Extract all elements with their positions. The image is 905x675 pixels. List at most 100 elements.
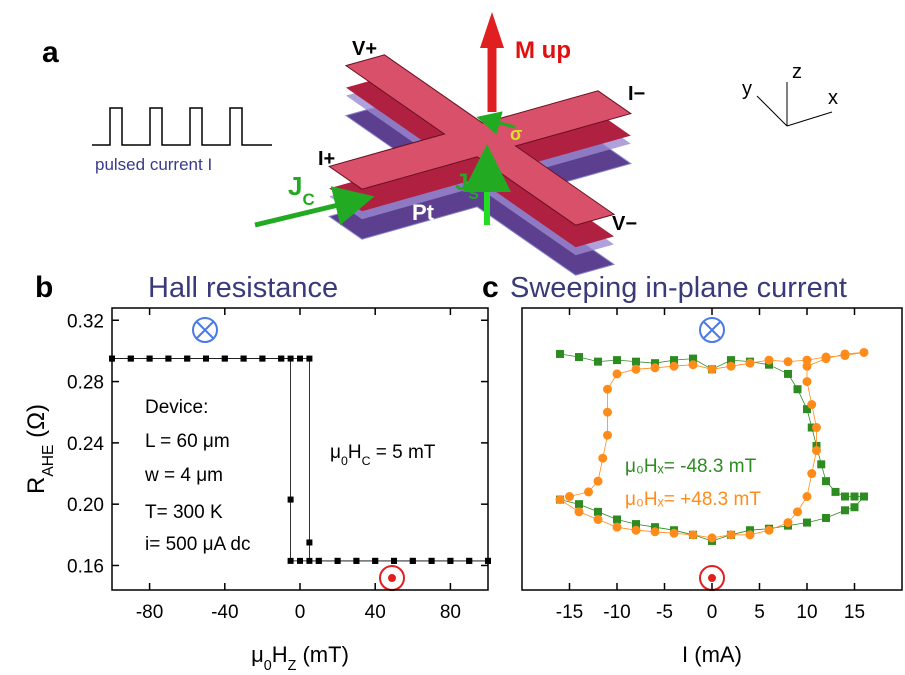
x-tick-label: 10	[796, 602, 817, 623]
marker	[288, 356, 294, 362]
panel-title: Hall resistance	[148, 272, 338, 304]
marker	[765, 356, 774, 365]
text-part: μ	[330, 442, 341, 463]
marker	[556, 495, 565, 504]
marker	[784, 357, 793, 366]
marker	[708, 533, 717, 542]
marker	[203, 356, 209, 362]
jc-label: JC	[288, 171, 315, 209]
marker	[822, 514, 830, 522]
marker	[372, 558, 378, 564]
panel-title: Sweeping in-plane current	[510, 272, 847, 304]
subscript: AHE	[40, 445, 57, 477]
annotation: w = 4 μm	[144, 465, 223, 486]
annotation: T= 300 K	[145, 502, 223, 523]
marker	[575, 353, 583, 361]
marker	[807, 400, 816, 409]
text-part: μ	[251, 642, 264, 667]
marker	[613, 369, 622, 378]
marker	[594, 477, 603, 486]
i-plus: I+	[318, 148, 335, 170]
marker	[822, 477, 830, 485]
pulse-wave	[92, 108, 272, 145]
marker	[598, 454, 607, 463]
marker	[584, 487, 593, 496]
text-part: H	[348, 442, 362, 463]
y-tick-label: 0.28	[67, 373, 104, 394]
x-tick-label: 80	[440, 602, 461, 623]
marker	[851, 503, 859, 511]
marker	[794, 385, 802, 393]
marker	[812, 423, 821, 432]
x-tick-label: 15	[844, 602, 865, 623]
y-tick-label: 0.16	[67, 556, 104, 577]
text-part: J	[455, 169, 468, 196]
marker	[613, 523, 622, 532]
marker	[851, 493, 859, 501]
text-part: J	[288, 171, 302, 201]
marker	[841, 493, 849, 501]
marker	[803, 519, 811, 527]
marker	[603, 385, 612, 394]
marker	[556, 350, 564, 358]
marker	[297, 356, 303, 362]
x-tick-label: -15	[556, 602, 583, 623]
x-tick-label: -5	[656, 602, 673, 623]
text-part: R	[23, 477, 50, 494]
marker	[466, 558, 472, 564]
marker	[803, 492, 812, 501]
marker	[841, 506, 849, 514]
panel-label: a	[42, 36, 59, 69]
marker	[603, 431, 612, 440]
marker	[335, 558, 341, 564]
marker	[632, 358, 640, 366]
y-tick-label: 0.32	[67, 311, 104, 332]
panel-a: a pulsed current I V+ M up I− I+ V− Pt J…	[42, 12, 838, 275]
marker	[306, 356, 312, 362]
marker	[575, 507, 584, 516]
x-axis-label: I (mA)	[682, 642, 742, 667]
marker	[613, 356, 621, 364]
marker	[447, 558, 453, 564]
marker	[391, 558, 397, 564]
marker	[278, 356, 284, 362]
into-symbol	[193, 318, 217, 342]
marker	[410, 558, 416, 564]
x-tick-label: 0	[295, 602, 306, 623]
axis-x	[787, 112, 832, 126]
marker	[746, 359, 755, 368]
marker	[746, 530, 755, 539]
marker	[353, 558, 359, 564]
panel-label: c	[482, 271, 499, 304]
marker	[109, 356, 115, 362]
subscript: C	[362, 454, 371, 468]
marker	[817, 460, 825, 468]
i-minus: I−	[628, 83, 645, 105]
subscript: 0	[264, 658, 272, 674]
text-part: I (mA)	[682, 642, 742, 667]
v-plus: V+	[352, 38, 377, 60]
marker	[632, 526, 641, 535]
text-part: H	[272, 642, 288, 667]
m-up: M up	[515, 37, 571, 64]
marker	[128, 356, 134, 362]
legend-label: μ₀Hₓ= -48.3 mT	[625, 456, 757, 477]
marker	[689, 360, 698, 369]
marker	[689, 530, 698, 539]
axis-y	[757, 96, 787, 126]
marker	[784, 370, 792, 378]
annotation: Device:	[145, 397, 208, 418]
marker	[241, 356, 247, 362]
text-part: = 5 mT	[370, 442, 435, 463]
marker	[784, 518, 793, 527]
axis-x-label: x	[828, 87, 838, 109]
x-tick-label: -40	[211, 602, 238, 623]
marker	[485, 558, 491, 564]
marker	[603, 408, 612, 417]
v-minus: V−	[612, 213, 637, 235]
marker	[316, 558, 322, 564]
marker	[259, 356, 265, 362]
marker	[727, 362, 736, 371]
marker	[765, 526, 774, 535]
panel-label: b	[35, 271, 53, 304]
